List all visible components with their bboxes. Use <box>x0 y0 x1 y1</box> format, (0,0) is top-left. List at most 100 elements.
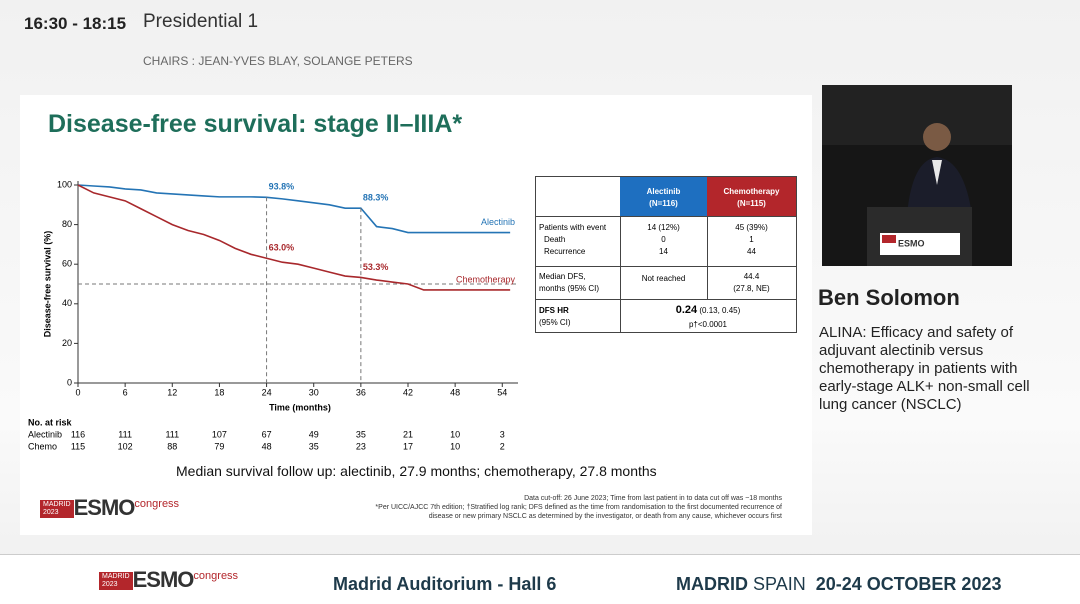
t: 44.4 <box>743 272 760 281</box>
x-tick-label: 30 <box>309 387 319 397</box>
milestone-label: 53.3% <box>363 262 389 272</box>
footnote: *Per UICC/AJCC 7th edition; †Stratified … <box>375 504 782 511</box>
cell: Not reached <box>620 273 707 285</box>
logo-brand: ESMO <box>73 495 136 520</box>
t: Death <box>544 235 566 244</box>
at-risk-count: 21 <box>403 429 413 439</box>
t: 44 <box>747 247 756 256</box>
slide <box>20 95 812 535</box>
col-head: Alectinib (N=116) <box>620 177 707 216</box>
slide-title: Disease-free survival: stage II–IIIA* <box>48 110 463 138</box>
at-risk-count: 111 <box>118 429 132 439</box>
t: Recurrence <box>544 247 586 256</box>
logo-city: MADRID 2023 <box>99 572 133 590</box>
svg-text:ESMO: ESMO <box>898 238 925 248</box>
x-tick-label: 24 <box>262 387 272 397</box>
row-label: Patients with event Death Recurrence <box>536 222 620 258</box>
talk-title: ALINA: Efficacy and safety of adjuvant a… <box>819 324 1030 413</box>
cell: 0.24 (0.13, 0.45) p†<0.0001 <box>620 303 796 332</box>
t: DFS HR <box>539 306 569 315</box>
t: Median DFS, <box>539 272 586 281</box>
at-risk-count: 10 <box>450 429 460 439</box>
t: MADRID <box>43 501 71 508</box>
at-risk-count: 115 <box>71 441 85 451</box>
at-risk-count: 49 <box>309 429 319 439</box>
at-risk-count: 2 <box>500 441 505 451</box>
y-tick-label: 20 <box>62 338 72 348</box>
session-time: 16:30 - 18:15 <box>24 14 127 33</box>
t: Alectinib <box>646 187 681 196</box>
x-tick-label: 12 <box>167 387 177 397</box>
footnote: disease or new primary NSCLC as determin… <box>428 513 782 520</box>
x-tick-label: 42 <box>403 387 413 397</box>
at-risk-count: 102 <box>118 441 133 451</box>
t: (N=116) <box>649 199 678 208</box>
at-risk-count: 35 <box>309 441 319 451</box>
room: Madrid Auditorium - Hall 6 <box>333 574 557 594</box>
t: 0 <box>661 235 666 244</box>
row-label: Median DFS, months (95% CI) <box>536 271 620 295</box>
x-tick-label: 48 <box>450 387 460 397</box>
t: 14 <box>659 247 668 256</box>
at-risk-title: No. at risk <box>28 417 73 427</box>
x-axis-label: Time (months) <box>269 402 331 412</box>
t: (95% CI) <box>539 318 571 327</box>
at-risk-count: 79 <box>214 441 224 451</box>
row-label: DFS HR (95% CI) <box>536 305 620 329</box>
speaker-video: ESMO <box>822 85 1012 266</box>
y-tick-label: 40 <box>62 298 72 308</box>
survival-curve <box>77 184 511 234</box>
t: (N=115) <box>737 199 766 208</box>
footnotes: Data cut-off: 26 June 2023; Time from la… <box>300 494 782 521</box>
t: Chemotherapy <box>723 187 780 196</box>
footer-bar <box>0 554 1080 604</box>
at-risk-count: 10 <box>450 441 460 451</box>
cell: 14 (12%) 0 14 <box>620 222 707 258</box>
at-risk-count: 35 <box>356 429 366 439</box>
at-risk-count: 48 <box>262 441 272 451</box>
y-tick-label: 60 <box>62 259 72 269</box>
slide-logo: MADRID 2023 ESMO congress <box>40 495 180 520</box>
t: Patients with event <box>539 223 607 232</box>
t: 2023 <box>102 581 118 588</box>
follow-up: Median survival follow up: alectinib, 27… <box>176 463 657 479</box>
at-risk-name: Chemo <box>28 441 57 451</box>
event-info: MADRID SPAIN 20-24 OCTOBER 2023 <box>676 574 1001 595</box>
t: 0.24 <box>675 304 698 316</box>
at-risk-name: Alectinib <box>28 429 62 439</box>
col-head: Chemotherapy (N=115) <box>707 177 796 216</box>
t: p†<0.0001 <box>688 320 728 329</box>
x-tick-label: 0 <box>75 387 80 397</box>
cell: 45 (39%) 1 44 <box>707 222 796 258</box>
logo-word: congress <box>134 498 180 510</box>
at-risk-count: 23 <box>356 441 366 451</box>
milestone-label: 63.0% <box>269 243 295 253</box>
t: SPAIN <box>753 574 806 594</box>
t: 45 (39%) <box>735 223 768 232</box>
t: 14 (12%) <box>647 223 680 232</box>
speaker-name: Ben Solomon <box>818 285 960 310</box>
t: 1 <box>749 235 754 244</box>
t: MADRID <box>676 574 748 594</box>
logo-brand: ESMO <box>132 567 195 592</box>
survival-curve <box>77 184 511 291</box>
chairs: CHAIRS : JEAN-YVES BLAY, SOLANGE PETERS <box>143 54 413 68</box>
t: 20-24 OCTOBER 2023 <box>815 574 1002 594</box>
results-table: Alectinib (N=116) Chemotherapy (N=115) Pat… <box>535 176 797 333</box>
at-risk-count: 17 <box>403 441 413 451</box>
x-tick-label: 54 <box>497 387 507 397</box>
t: (27.8, NE) <box>733 284 770 293</box>
series-label: Alectinib <box>481 217 515 227</box>
session-name: Presidential 1 <box>143 11 259 32</box>
logo-word: congress <box>193 570 239 582</box>
t: 2023 <box>43 509 59 516</box>
footnote: Data cut-off: 26 June 2023; Time from la… <box>524 495 782 502</box>
at-risk-count: 107 <box>212 429 227 439</box>
milestone-label: 93.8% <box>269 182 295 192</box>
at-risk-count: 111 <box>165 429 179 439</box>
at-risk-count: 67 <box>262 429 272 439</box>
t: MADRID <box>102 573 130 580</box>
at-risk-count: 116 <box>71 429 85 439</box>
series-label: Chemotherapy <box>456 274 516 284</box>
